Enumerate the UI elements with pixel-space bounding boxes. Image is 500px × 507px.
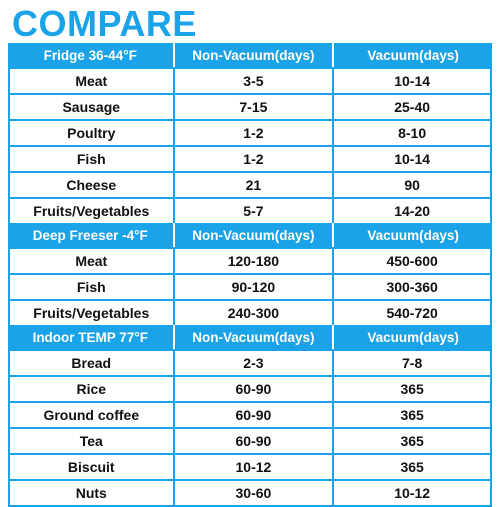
food-item-cell: Meat xyxy=(8,67,173,93)
page-title: COMPARE xyxy=(12,3,197,44)
non-vacuum-days-cell: 1-2 xyxy=(172,145,333,171)
non-vacuum-days-cell: 240-300 xyxy=(172,299,333,325)
section-label: Deep Freeser -4°F xyxy=(8,223,173,247)
table-row: Fish 90-120 300-360 xyxy=(8,273,492,299)
non-vacuum-header: Non-Vacuum(days) xyxy=(172,223,333,247)
vacuum-header: Vacuum(days) xyxy=(332,223,492,247)
food-item-cell: Meat xyxy=(8,247,173,273)
food-item-cell: Cheese xyxy=(8,171,173,197)
section-label: Fridge 36-44°F xyxy=(8,43,173,67)
table-row: Tea 60-90 365 xyxy=(8,427,492,453)
food-item-cell: Ground coffee xyxy=(8,401,173,427)
food-item-cell: Tea xyxy=(8,427,173,453)
vacuum-days-cell: 25-40 xyxy=(332,93,492,119)
non-vacuum-days-cell: 5-7 xyxy=(172,197,333,223)
vacuum-header: Vacuum(days) xyxy=(332,325,492,349)
non-vacuum-days-cell: 120-180 xyxy=(172,247,333,273)
non-vacuum-days-cell: 1-2 xyxy=(172,119,333,145)
vacuum-days-cell: 8-10 xyxy=(332,119,492,145)
vacuum-days-cell: 90 xyxy=(332,171,492,197)
vacuum-days-cell: 300-360 xyxy=(332,273,492,299)
food-item-cell: Rice xyxy=(8,375,173,401)
vacuum-days-cell: 540-720 xyxy=(332,299,492,325)
food-item-cell: Poultry xyxy=(8,119,173,145)
food-item-cell: Nuts xyxy=(8,479,173,507)
vacuum-days-cell: 450-600 xyxy=(332,247,492,273)
vacuum-days-cell: 10-14 xyxy=(332,145,492,171)
table-row: Sausage 7-15 25-40 xyxy=(8,93,492,119)
table-row: Fruits/Vegetables 5-7 14-20 xyxy=(8,197,492,223)
food-item-cell: Sausage xyxy=(8,93,173,119)
section-label: Indoor TEMP 77°F xyxy=(8,325,173,349)
table-row: Ground coffee 60-90 365 xyxy=(8,401,492,427)
section-header-fridge: Fridge 36-44°F Non-Vacuum(days) Vacuum(day… xyxy=(8,43,492,67)
non-vacuum-header: Non-Vacuum(days) xyxy=(172,325,333,349)
table-row: Meat 120-180 450-600 xyxy=(8,247,492,273)
vacuum-days-cell: 10-12 xyxy=(332,479,492,507)
vacuum-days-cell: 365 xyxy=(332,375,492,401)
table-row: Meat 3-5 10-14 xyxy=(8,67,492,93)
food-item-cell: Biscuit xyxy=(8,453,173,479)
food-item-cell: Fruits/Vegetables xyxy=(8,197,173,223)
vacuum-header: Vacuum(days) xyxy=(332,43,492,67)
non-vacuum-days-cell: 21 xyxy=(172,171,333,197)
non-vacuum-days-cell: 10-12 xyxy=(172,453,333,479)
vacuum-days-cell: 10-14 xyxy=(332,67,492,93)
vacuum-days-cell: 365 xyxy=(332,401,492,427)
non-vacuum-days-cell: 60-90 xyxy=(172,401,333,427)
table-row: Cheese 21 90 xyxy=(8,171,492,197)
non-vacuum-days-cell: 2-3 xyxy=(172,349,333,375)
non-vacuum-header: Non-Vacuum(days) xyxy=(172,43,333,67)
vacuum-days-cell: 365 xyxy=(332,427,492,453)
table-row: Nuts 30-60 10-12 xyxy=(8,479,492,507)
non-vacuum-days-cell: 30-60 xyxy=(172,479,333,507)
comparison-table: Fridge 36-44°F Non-Vacuum(days) Vacuum(day… xyxy=(8,43,492,507)
vacuum-days-cell: 7-8 xyxy=(332,349,492,375)
non-vacuum-days-cell: 60-90 xyxy=(172,375,333,401)
vacuum-days-cell: 365 xyxy=(332,453,492,479)
table-row: Biscuit 10-12 365 xyxy=(8,453,492,479)
table-row: Poultry 1-2 8-10 xyxy=(8,119,492,145)
table-row: Rice 60-90 365 xyxy=(8,375,492,401)
table-row: Fruits/Vegetables 240-300 540-720 xyxy=(8,299,492,325)
section-header-indoor: Indoor TEMP 77°F Non-Vacuum(days) Vacuum(d… xyxy=(8,325,492,349)
vacuum-days-cell: 14-20 xyxy=(332,197,492,223)
table-row: Fish 1-2 10-14 xyxy=(8,145,492,171)
food-item-cell: Fish xyxy=(8,273,173,299)
food-item-cell: Bread xyxy=(8,349,173,375)
table-row: Bread 2-3 7-8 xyxy=(8,349,492,375)
non-vacuum-days-cell: 7-15 xyxy=(172,93,333,119)
food-item-cell: Fruits/Vegetables xyxy=(8,299,173,325)
non-vacuum-days-cell: 90-120 xyxy=(172,273,333,299)
non-vacuum-days-cell: 3-5 xyxy=(172,67,333,93)
section-header-deep-freezer: Deep Freeser -4°F Non-Vacuum(days) Vacuum(… xyxy=(8,223,492,247)
non-vacuum-days-cell: 60-90 xyxy=(172,427,333,453)
food-item-cell: Fish xyxy=(8,145,173,171)
